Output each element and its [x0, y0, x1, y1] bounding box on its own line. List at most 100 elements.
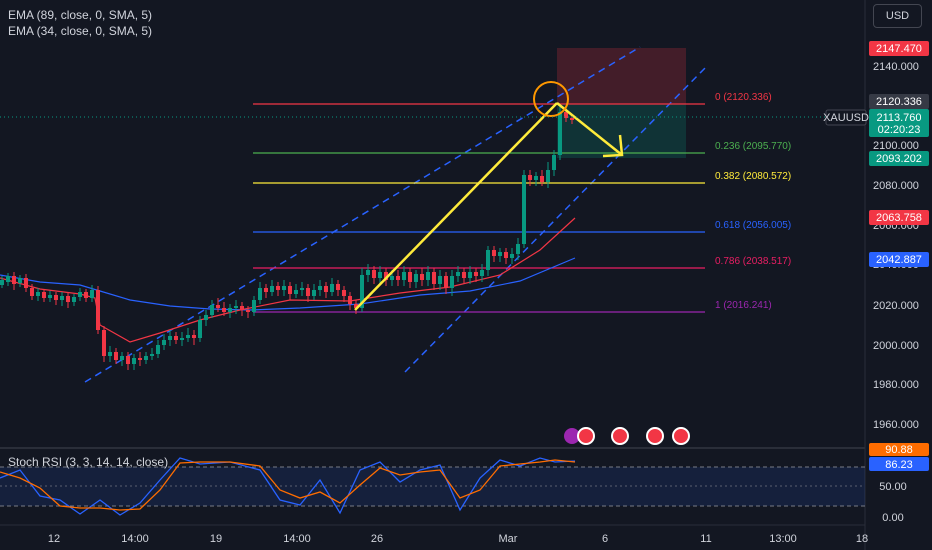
candle-body [270, 286, 274, 292]
candle-body [354, 304, 358, 308]
candle-body [228, 308, 232, 312]
candle-body [462, 272, 466, 278]
candle-body [282, 286, 286, 290]
candle-body [72, 297, 76, 302]
candle-body [432, 272, 436, 284]
time-axis-label: 14:00 [121, 533, 149, 545]
fib-level-label: 1 (2016.241) [715, 300, 772, 311]
candle-body [492, 250, 496, 256]
stoch-d-line[interactable] [0, 459, 576, 511]
candle-body [348, 296, 352, 304]
candle-body [246, 310, 250, 312]
candle-body [312, 290, 316, 296]
us-flag-icon[interactable] [672, 427, 690, 445]
candle-body [54, 295, 58, 300]
candle-body [396, 276, 400, 280]
price-axis-label: 2020.000 [873, 300, 919, 312]
candle-body [528, 175, 532, 180]
candle-body [114, 352, 118, 360]
candle-body [522, 175, 526, 244]
target-price-tag-bg [869, 151, 929, 166]
arrow-head [602, 134, 624, 158]
candle-body [336, 284, 340, 290]
candle-body [18, 278, 22, 283]
ema-blue-tag[interactable]: 2042.887 [876, 254, 922, 266]
candle-body [120, 356, 124, 360]
symbol-tag[interactable]: XAUUSD [823, 112, 869, 124]
lightning-event-icon[interactable] [564, 428, 580, 444]
candle-body [6, 276, 10, 282]
us-flag-icon[interactable] [577, 427, 595, 445]
ema34-legend[interactable]: EMA (34, close, 0, SMA, 5) [8, 24, 152, 38]
stoch-d-tag-bg [869, 457, 929, 471]
candle-body [174, 336, 178, 340]
candle-body [192, 335, 196, 338]
candle-body [480, 270, 484, 276]
stoch-rsi-legend[interactable]: Stoch RSI (3, 3, 14, 14, close) [8, 455, 168, 469]
price-axis-label: 2000.000 [873, 340, 919, 352]
candle-body [90, 290, 94, 298]
us-flag-icon[interactable] [611, 427, 629, 445]
candle-body [216, 305, 220, 308]
candle-body [78, 292, 82, 297]
candle-body [204, 315, 208, 320]
entry-price-tag-bg [869, 94, 929, 109]
candle-body [102, 330, 106, 356]
target-price-tag[interactable]: 2093.202 [876, 153, 922, 165]
candle-body [330, 284, 334, 292]
ema89-legend[interactable]: EMA (89, close, 0, SMA, 5) [8, 8, 152, 22]
stoch-axis-label: 50.00 [879, 481, 907, 493]
price-axis-label: 1960.000 [873, 419, 919, 431]
highlight-circle[interactable] [533, 81, 569, 117]
candle-body [372, 270, 376, 278]
ema-34-line[interactable] [0, 217, 576, 343]
ema-blue-tag-bg [869, 252, 929, 267]
candle-body [66, 296, 70, 302]
candle-body [552, 155, 556, 170]
trend-arrow-down[interactable] [556, 102, 623, 156]
candle-body [378, 272, 382, 278]
candle-body [60, 296, 64, 300]
stoch-k-tag[interactable]: 90.88 [885, 444, 913, 456]
candle-body [444, 276, 448, 288]
current-price-tag-bg [869, 109, 929, 137]
stop-price-tag[interactable]: 2147.470 [876, 43, 922, 55]
trend-arrow-up[interactable] [354, 102, 558, 311]
currency-button[interactable]: USD [873, 4, 922, 28]
stop-price-tag-bg [869, 41, 929, 56]
time-axis[interactable]: 12 14:00 19 14:00 26 Mar 6 11 13:00 18 [48, 533, 868, 545]
entry-price-tag[interactable]: 2120.336 [876, 96, 922, 108]
candle-body [180, 338, 184, 340]
candle-body [264, 288, 268, 292]
current-price-tag[interactable]: 2113.760 [876, 112, 921, 124]
ema-red-tag-bg [869, 210, 929, 225]
candle-body [288, 286, 292, 294]
channel-upper-line[interactable] [84, 46, 641, 383]
candle-body [0, 280, 4, 285]
candle-body [504, 252, 508, 258]
candle-body [276, 286, 280, 290]
candle-body [546, 170, 550, 182]
candle-body [156, 345, 160, 354]
time-axis-label: Mar [499, 533, 518, 545]
candle-body [366, 270, 370, 275]
us-flag-icon[interactable] [646, 427, 664, 445]
stoch-k-line[interactable] [0, 457, 576, 516]
candle-body [48, 295, 52, 298]
candle-body [300, 288, 304, 290]
candle-body [438, 276, 442, 284]
fib-level-label: 0.618 (2056.005) [715, 220, 791, 231]
candle-body [84, 292, 88, 298]
ema-red-tag[interactable]: 2063.758 [876, 212, 922, 224]
position-stop-zone[interactable] [557, 48, 686, 104]
stoch-d-tag[interactable]: 86.23 [885, 459, 913, 471]
economic-events[interactable] [564, 427, 690, 445]
stoch-axis-label: 0.00 [882, 512, 903, 524]
candle-body [498, 252, 502, 256]
channel-lower-line[interactable] [404, 64, 709, 373]
candle-body [12, 276, 16, 284]
candlestick-series[interactable] [0, 104, 574, 370]
stoch-axis[interactable]: 50.00 0.00 [879, 481, 907, 524]
fib-retracement[interactable]: 0 (2120.336) 0.236 (2095.770) 0.382 (2080.… [253, 92, 791, 313]
